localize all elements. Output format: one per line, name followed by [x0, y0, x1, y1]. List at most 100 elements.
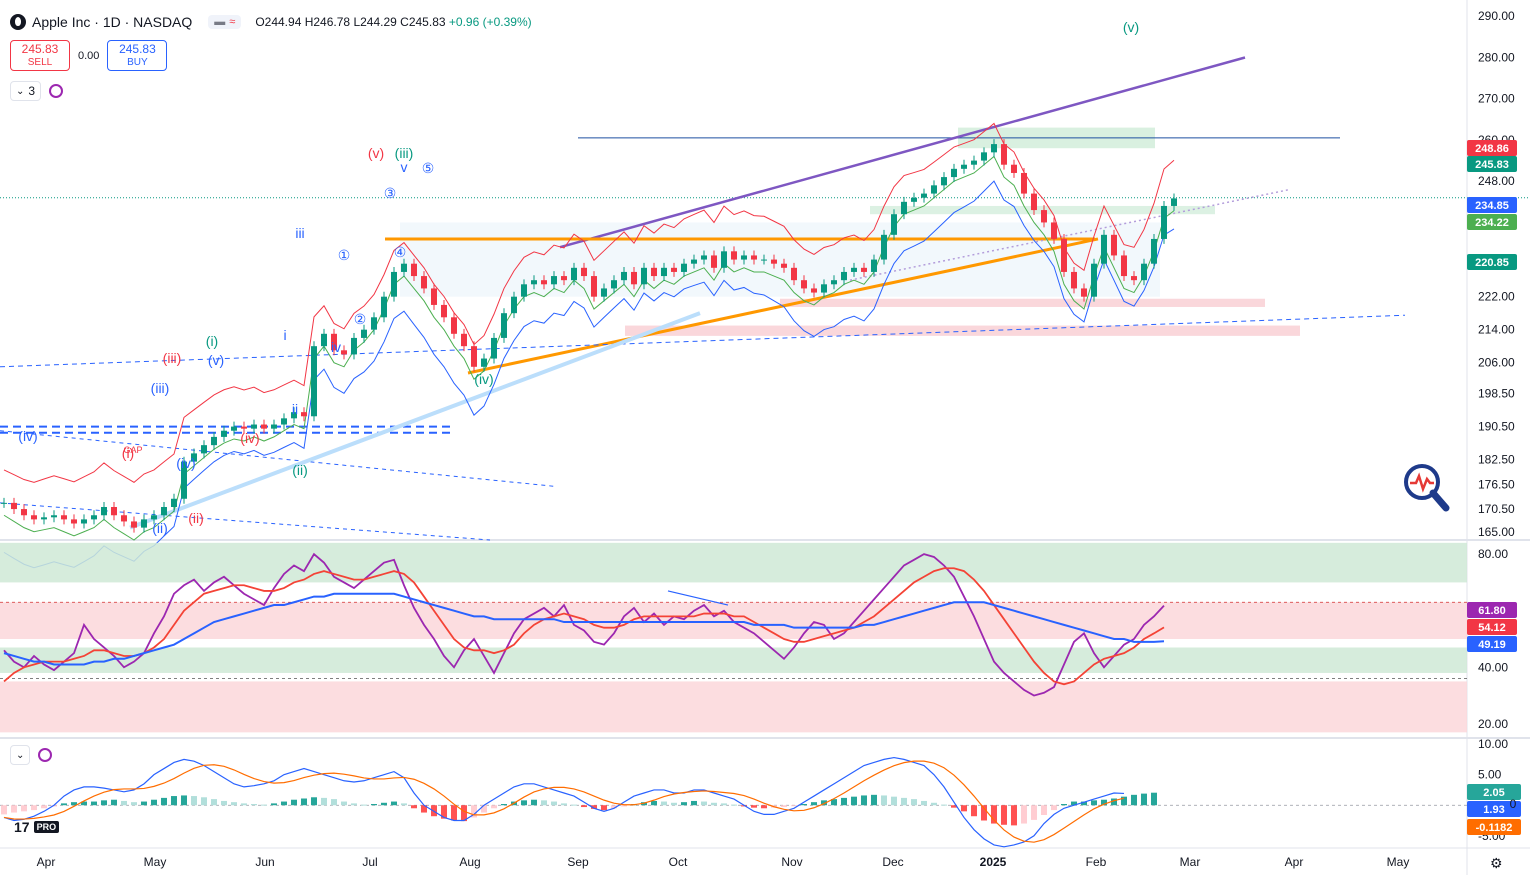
- macd-histogram-bar: [31, 805, 37, 811]
- tradingview-logo[interactable]: 17 PRO: [14, 819, 60, 835]
- macd-histogram-bar: [711, 802, 717, 806]
- candle-body: [1161, 205, 1167, 239]
- price-label-box: [1467, 197, 1517, 213]
- settings-gear-icon[interactable]: ⚙: [1490, 855, 1503, 871]
- dashed-trend: [0, 314, 1406, 368]
- macd-histogram-bar: [961, 805, 967, 812]
- time-tick-label: Aug: [459, 855, 480, 869]
- sync-icon[interactable]: [49, 84, 64, 98]
- candle-body: [1081, 288, 1087, 297]
- indicator-collapse-button[interactable]: ⌄ 3: [10, 81, 42, 101]
- macd-histogram-bar: [301, 798, 307, 806]
- price-tick-label: 165.00: [1478, 525, 1515, 539]
- candle-body: [1121, 255, 1127, 277]
- candle-body: [201, 445, 207, 454]
- candle-body: [691, 259, 697, 264]
- candle-body: [891, 214, 897, 235]
- candle-body: [931, 185, 937, 194]
- candle-body: [951, 168, 957, 178]
- rsi-tick-label: 20.00: [1478, 717, 1508, 731]
- rsi-label-text: 61.80: [1478, 605, 1506, 617]
- symbol-title[interactable]: Apple Inc · 1D · NASDAQ: [32, 14, 193, 30]
- candle-body: [571, 267, 577, 281]
- rsi-series-line: [3, 592, 1165, 666]
- macd-label-box: [1467, 801, 1521, 817]
- macd-histogram-bar: [371, 804, 377, 806]
- wave-label: (v): [1123, 19, 1139, 35]
- status-pill[interactable]: ▬ ≈: [208, 15, 242, 29]
- macd-histogram-bar: [11, 805, 17, 813]
- candle-body: [341, 350, 347, 355]
- macd-histogram-bar: [131, 802, 137, 806]
- candle-body: [501, 313, 507, 338]
- chevron-down-icon: ⌄: [16, 85, 25, 97]
- macd-histogram-bar: [921, 800, 927, 806]
- macd-tick-label: 5.00: [1478, 768, 1502, 782]
- rsi-label-box: [1467, 619, 1517, 635]
- candle-body: [961, 164, 967, 169]
- candle-body: [531, 280, 537, 285]
- price-label-text: 220.85: [1475, 257, 1509, 269]
- macd-histogram-bar: [581, 805, 587, 808]
- candle-body: [581, 267, 587, 277]
- candle-body: [261, 424, 267, 429]
- candle-body: [701, 255, 707, 260]
- macd-histogram-bar: [681, 802, 687, 806]
- macd-histogram-bar: [1151, 792, 1157, 806]
- price-label-box: [1467, 214, 1517, 230]
- macd-histogram-bar: [931, 802, 937, 806]
- candle-body: [561, 276, 567, 281]
- rsi-series-line: [3, 567, 1165, 686]
- macd-collapse-button[interactable]: ⌄: [10, 745, 31, 765]
- price-label-text: 234.22: [1475, 217, 1509, 229]
- candle-body: [121, 515, 127, 522]
- analysis-magnifier-icon[interactable]: [1402, 462, 1450, 514]
- supply-zone: [780, 298, 1265, 307]
- candle-body: [1151, 238, 1157, 264]
- macd-histogram-bar: [571, 804, 577, 806]
- macd-histogram-bar: [341, 801, 347, 806]
- macd-histogram-bar: [971, 805, 977, 817]
- time-tick-label: Dec: [882, 855, 903, 869]
- wave-label: ①: [338, 247, 351, 263]
- macd-histogram-bar: [491, 805, 497, 809]
- spread-value: 0.00: [78, 49, 100, 62]
- candle-body: [881, 234, 887, 260]
- macd-histogram-bar: [521, 800, 527, 806]
- price-tick-label: 198.50: [1478, 387, 1515, 401]
- macd-histogram-bar: [861, 795, 867, 806]
- candle-body: [821, 284, 827, 293]
- candle-body: [651, 267, 657, 277]
- candle-body: [681, 263, 687, 272]
- minus-icon: ▬: [214, 16, 226, 28]
- apple-logo-icon: [10, 14, 26, 30]
- macd-histogram-bar: [411, 805, 417, 809]
- candle-body: [281, 418, 287, 425]
- macd-histogram-bar: [821, 800, 827, 806]
- macd-histogram-bar: [161, 797, 167, 806]
- candle-body: [551, 276, 557, 285]
- macd-zero-tick: 0: [1510, 797, 1517, 811]
- rsi-label-box: [1467, 636, 1517, 652]
- macd-histogram-bar: [391, 801, 397, 806]
- candle-body: [941, 177, 947, 186]
- rsi-series-line: [3, 552, 1165, 697]
- sell-button[interactable]: 245.83 SELL: [10, 40, 70, 71]
- candle-body: [331, 333, 337, 351]
- candle-body: [141, 519, 147, 528]
- buy-button[interactable]: 245.83 BUY: [107, 40, 168, 71]
- chevron-down-icon: ⌄: [16, 749, 25, 761]
- macd-histogram-bar: [1091, 800, 1097, 806]
- macd-sync-icon[interactable]: [38, 748, 53, 762]
- candle-body: [161, 507, 167, 516]
- candle-body: [661, 267, 667, 277]
- candle-body: [81, 519, 87, 524]
- candle-body: [101, 507, 107, 516]
- macd-histogram-bar: [71, 802, 77, 806]
- price-label-text: 248.86: [1475, 143, 1509, 155]
- candle-body: [71, 519, 77, 524]
- macd-histogram-bar: [591, 805, 597, 809]
- candle-body: [991, 144, 997, 153]
- macd-histogram-bar: [1071, 801, 1077, 806]
